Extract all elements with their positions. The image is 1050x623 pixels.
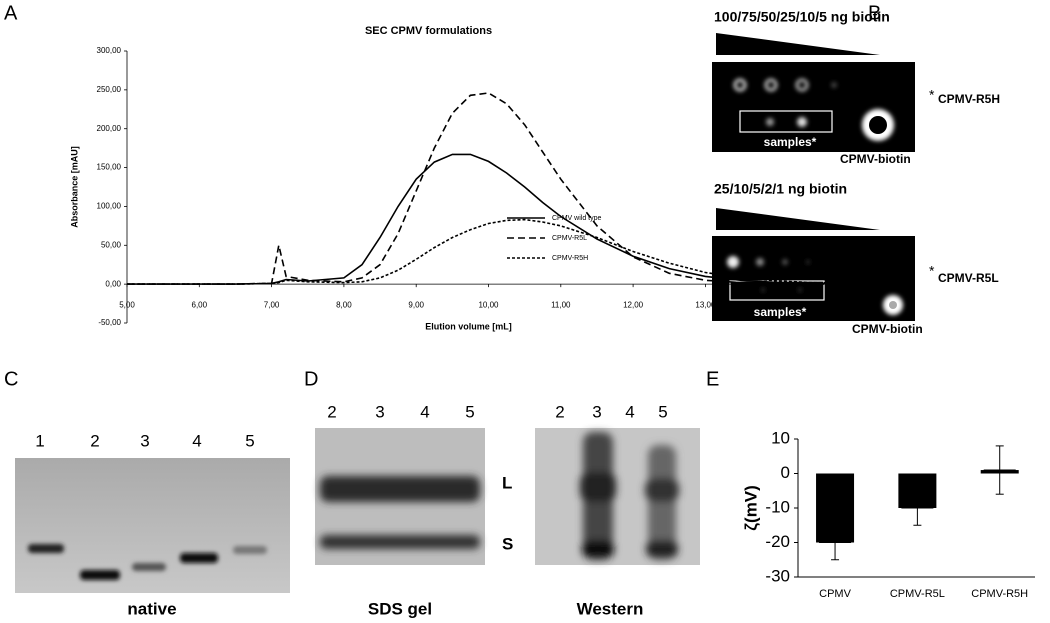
lane-label: 5 (658, 402, 667, 421)
x-tick-label: CPMV (819, 588, 851, 600)
legend-label: CPMV-R5L (552, 235, 587, 242)
y-tick-label: 0 (781, 463, 790, 482)
chart-title: SEC CPMV formulations (365, 25, 492, 37)
lane-label: 1 (35, 431, 44, 450)
lane-label: 2 (327, 402, 336, 421)
control-label: CPMV-biotin (840, 152, 911, 166)
blot-title: 25/10/5/2/1 ng biotin (714, 181, 847, 197)
y-tick-label: 250,00 (97, 85, 122, 94)
y-tick-label: 100,00 (97, 202, 122, 211)
western-panel: 2 3 4 5 Western (535, 402, 700, 618)
x-tick-label: 10,00 (478, 300, 499, 309)
lane-label: 3 (140, 431, 149, 450)
native-gel-panel: 1 2 3 4 5 native (15, 431, 290, 618)
sds-gel-panel: 2 3 4 5 L S SDS gel (315, 402, 513, 618)
blot-title: 100/75/50/25/10/5 ng biotin (714, 9, 890, 25)
lane-label: 2 (90, 431, 99, 450)
y-axis-label: ζ(mV) (741, 485, 760, 531)
panel-label: E (706, 368, 719, 390)
band-label: S (502, 534, 513, 553)
x-tick-label: CPMV-R5H (971, 588, 1028, 600)
band-label: L (502, 473, 512, 492)
lane-label: 3 (375, 402, 384, 421)
blot-label: CPMV-R5H (938, 92, 1000, 106)
x-tick-label: 5,00 (119, 300, 135, 309)
legend-label: CPMV-R5H (552, 255, 588, 262)
x-tick-label: 12,00 (623, 300, 644, 309)
panel-label: A (4, 2, 18, 24)
x-tick-label: 8,00 (336, 300, 352, 309)
gel-bands (28, 544, 267, 580)
x-tick-label: 6,00 (192, 300, 208, 309)
gradient-wedge (716, 33, 880, 55)
series-line (127, 218, 851, 285)
lane-label: 3 (592, 402, 601, 421)
x-axis-label: Elution volume [mL] (425, 322, 512, 332)
y-tick-label: 300,00 (97, 46, 122, 55)
blot-dot (889, 301, 897, 309)
y-tick-label: 10 (771, 428, 790, 447)
lane-label: 4 (625, 402, 634, 421)
x-tick-label: 7,00 (264, 300, 280, 309)
gel-caption: native (127, 599, 176, 618)
y-tick-label: 200,00 (97, 124, 122, 133)
y-tick-label: -50,00 (98, 318, 121, 327)
lane-label: 5 (245, 431, 254, 450)
x-tick-label: CPMV-R5L (890, 588, 945, 600)
y-tick-label: 50,00 (101, 240, 122, 249)
lane-label: 4 (420, 402, 429, 421)
lane-label: 2 (555, 402, 564, 421)
control-label: CPMV-biotin (852, 322, 923, 336)
marker: * (929, 263, 935, 279)
lane-label: 5 (465, 402, 474, 421)
x-tick-label: 9,00 (408, 300, 424, 309)
y-tick-label: -20 (765, 532, 790, 551)
x-tick-label: 11,00 (551, 300, 571, 309)
y-axis-label: Absorbance [mAU] (69, 146, 79, 228)
gel-caption: Western (577, 599, 644, 618)
y-tick-label: -30 (765, 566, 790, 585)
series-line (127, 153, 851, 285)
blot-bands (580, 432, 679, 560)
panel-label: D (304, 368, 318, 390)
samples-label: samples* (764, 135, 817, 149)
gel-caption: SDS gel (368, 599, 432, 618)
y-tick-label: 150,00 (97, 163, 122, 172)
panel-label: B (868, 2, 881, 24)
series-line (127, 92, 850, 285)
x-tick-label: 14,00 (768, 300, 789, 309)
dot-blot-panel: 100/75/50/25/10/5 ng biotin samples* CPM… (712, 9, 1000, 336)
gel-bands (320, 476, 480, 549)
panel-label: C (4, 368, 18, 390)
blot-label: CPMV-R5L (938, 271, 999, 285)
y-tick-label: -10 (765, 497, 790, 516)
gradient-wedge (716, 208, 880, 230)
gel-image (15, 458, 290, 593)
x-tick-label: 13,00 (695, 300, 716, 309)
samples-label: samples* (754, 305, 807, 319)
sample-box (729, 280, 825, 301)
y-tick-label: 0,00 (105, 279, 121, 288)
lane-label: 4 (192, 431, 201, 450)
marker: * (929, 87, 935, 103)
blot-dot (869, 116, 887, 134)
x-tick-label: 15,00 (840, 300, 861, 309)
sample-box (739, 110, 833, 133)
legend-label: CPMV wild type (552, 215, 602, 222)
